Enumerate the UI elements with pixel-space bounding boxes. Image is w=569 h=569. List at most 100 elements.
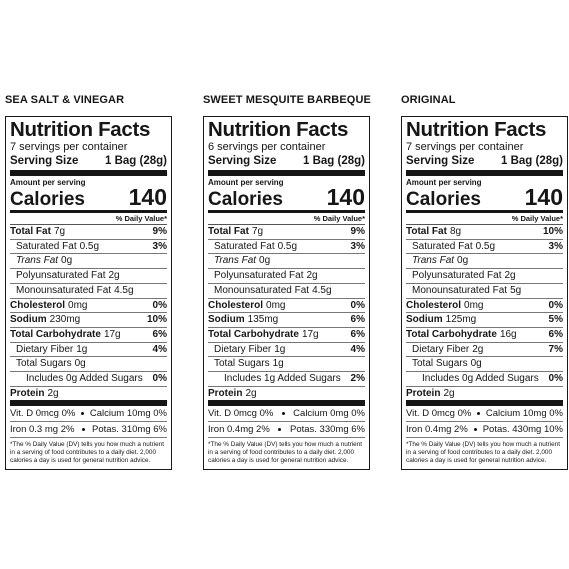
nutrient-name: Includes 0g Added Sugars [10,372,143,386]
nutrient-amount: 2g [504,270,516,282]
nutrient-name: Total Sugars 0g [10,357,86,371]
nutrient-dv: 0% [152,299,167,311]
nutrient-label: Cholesterol [208,299,264,311]
nutrient-row: Total Fat 7g 9% [10,225,167,240]
nutrient-row: Protein 2g [10,387,167,401]
nutrient-name: Trans Fat 0g [406,254,468,268]
calories-label: Calories [208,189,283,210]
nutrient-name: Total Sugars 1g [208,357,284,371]
calories-label: Calories [10,189,85,210]
nutrient-amount: 2g [306,270,318,282]
nutrient-name: Cholesterol 0mg [406,299,483,313]
divider-thick [208,400,365,407]
panel-title: Nutrition Facts [208,118,349,141]
nutrient-label: Trans Fat [16,255,59,267]
nutrient-label: Monounsaturated Fat [412,284,508,296]
nutrient-amount: 0g [74,358,86,370]
nutrient-amount: 7g [251,226,264,237]
nutrient-dv: 3% [350,240,365,252]
nutrient-amount: 17g [301,328,319,340]
nutrient-dv: 6% [350,314,365,326]
nutrient-name: Trans Fat 0g [208,254,270,268]
nutrient-label: Total Fat [406,226,447,237]
vitamin-row: Iron 0.3 mg 2% Potas. 310mg 6% [10,422,167,439]
flavor-heading: SWEET MESQUITE BARBEQUE [203,94,371,106]
nutrient-amount: 0.5g [475,240,496,252]
divider-thick [208,170,365,176]
nutrient-label: Protein [10,387,45,399]
nutrient-dv: 5% [548,314,563,326]
serving-size-value: 1 Bag (28g) [303,155,365,167]
nutrient-dv: 10% [542,226,563,237]
nutrient-dv: 0% [548,373,563,385]
nutrient-label: Total Sugars [214,358,270,370]
nutrient-dv: 6% [548,328,563,340]
nutrient-amount: 0.5g [277,240,298,252]
divider-medium [406,210,563,213]
nutrient-row: Protein 2g [208,387,365,401]
vitamin-item: Iron 0.3 mg 2% [10,424,75,436]
panel-title: Nutrition Facts [10,118,151,141]
divider-thick [10,400,167,407]
nutrition-panel: Nutrition Facts 7 servings per container S… [5,116,172,470]
nutrient-name: Dietary Fiber 1g [208,343,285,357]
daily-value-header: % Daily Value* [10,213,167,225]
nutrient-amount: 1g [76,343,88,355]
bullet [81,412,85,416]
nutrient-row: Protein 2g [406,387,563,401]
nutrient-dv: 0% [548,299,563,311]
serving-size-label: Serving Size [406,155,475,167]
nutrient-amount: 2g [47,387,59,399]
nutrient-amount: 16g [499,328,517,340]
vitamin-item: Vit. D 0mcg 0% [208,408,274,420]
serving-size-row: Serving Size 1 Bag (28g) [10,154,167,168]
nutrient-label: Saturated Fat [16,240,77,252]
nutrient-amount: 0mg [464,299,484,311]
nutrient-label: Polyunsaturated Fat [214,270,304,282]
nutrient-amount: 0g [457,255,469,267]
nutrient-rows: Total Fat 8g 10% Saturated Fat 0.5g 3% Trans F… [406,225,563,400]
nutrient-dv: 3% [548,240,563,252]
servings: 7 servings per container [406,141,524,153]
flavor-heading: ORIGINAL [401,94,456,106]
bullet [473,428,477,432]
nutrient-name: Includes 1g Added Sugars [208,372,341,386]
nutrient-name: Trans Fat 0g [10,254,72,268]
nutrient-amount: 2g [472,343,484,355]
divider-medium [10,210,167,213]
nutrient-amount: 1g [272,358,284,370]
nutrient-row: Total Fat 8g 10% [406,225,563,240]
amount-per-serving: Amount per serving [406,178,482,187]
nutrient-name: Protein 2g [10,387,59,401]
nutrient-row: Total Sugars 0g [406,357,563,373]
daily-value-header: % Daily Value* [406,213,563,225]
nutrient-row: Polyunsaturated Fat 2g [10,269,167,284]
vitamin-item: Potas. 330mg 6% [289,424,365,436]
vitamin-row: Vit. D 0mcg 0% Calcium 10mg 0% [406,406,563,423]
nutrient-name: Total Carbohydrate 16g [406,328,517,342]
serving-size-row: Serving Size 1 Bag (28g) [208,154,365,168]
calories-value: 140 [326,184,365,210]
nutrient-rows: Total Fat 7g 9% Saturated Fat 0.5g 3% Trans Fa… [208,225,365,400]
flavor-heading: SEA SALT & VINEGAR [5,94,125,106]
nutrient-row: Trans Fat 0g [10,254,167,270]
nutrient-name: Cholesterol 0mg [10,299,87,313]
nutrient-label: Monounsaturated Fat [214,284,310,296]
nutrient-label: Dietary Fiber [214,343,272,355]
nutrient-rows: Total Fat 7g 9% Saturated Fat 0.5g 3% Trans Fa… [10,225,167,400]
vitamin-item: Potas. 430mg 10% [482,424,563,436]
nutrient-label: Saturated Fat [412,240,473,252]
panel-title: Nutrition Facts [406,118,547,141]
bullet [281,412,285,416]
nutrient-amount: 230mg [49,314,81,326]
servings: 7 servings per container [10,141,128,153]
nutrient-row: Includes 1g Added Sugars 2% [208,372,365,387]
nutrient-row: Total Sugars 0g [10,357,167,373]
nutrient-label: Includes 1g Added Sugars [224,373,341,385]
vitamin-item: Iron 0.4mg 2% [208,424,270,436]
nutrient-row: Saturated Fat 0.5g 3% [208,240,365,255]
nutrient-name: Monounsaturated Fat 5g [406,284,521,298]
footnote: *The % Daily Value (DV) tells you how mu… [406,441,561,464]
nutrient-name: Cholesterol 0mg [208,299,285,313]
